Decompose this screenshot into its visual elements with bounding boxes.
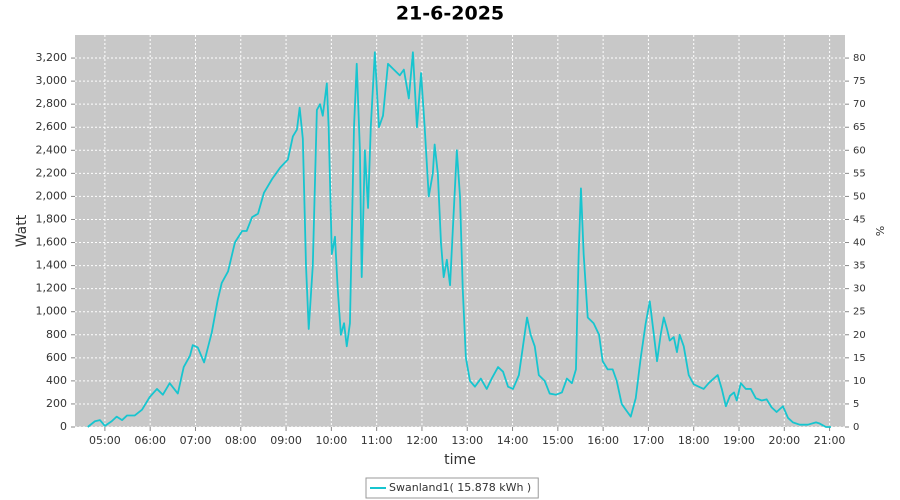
y2-tick-label: 60	[853, 145, 866, 156]
y-tick-label: 3,000	[36, 74, 68, 87]
y2-tick-label: 80	[853, 53, 866, 64]
y2-tick-label: 45	[853, 214, 866, 225]
y-tick-label: 1,200	[36, 282, 68, 295]
y2-tick-label: 50	[853, 191, 866, 202]
x-tick-label: 08:00	[225, 434, 257, 447]
y-tick-label: 3,200	[36, 51, 68, 64]
series-line	[87, 51, 831, 428]
chart-title: 21-6-2025	[396, 3, 504, 25]
x-tick-label: 10:00	[316, 434, 348, 447]
y-tick-label: 600	[46, 351, 67, 364]
x-axis-label: time	[444, 452, 476, 468]
y2-tick-label: 55	[853, 168, 866, 179]
x-tick-label: 09:00	[270, 434, 302, 447]
x-tick-label: 20:00	[768, 434, 800, 447]
y2-tick-label: 0	[853, 422, 859, 433]
y2-tick-label: 70	[853, 99, 866, 110]
y-tick-label: 1,600	[36, 236, 68, 249]
y-tick-label: 800	[46, 328, 67, 341]
y2-tick-label: 5	[853, 399, 859, 410]
y-axis-label: Watt	[14, 214, 30, 247]
y-tick-label: 200	[46, 397, 67, 410]
y2-tick-label: 75	[853, 76, 866, 87]
y-tick-label: 2,200	[36, 166, 68, 179]
x-tick-label: 21:00	[814, 434, 846, 447]
x-tick-label: 15:00	[542, 434, 574, 447]
x-tick-label: 11:00	[361, 434, 393, 447]
y-tick-label: 2,000	[36, 189, 68, 202]
y2-tick-label: 10	[853, 376, 866, 387]
x-tick-label: 06:00	[134, 434, 166, 447]
y-tick-label: 2,800	[36, 97, 68, 110]
y2-tick-label: 40	[853, 238, 866, 249]
y2-tick-label: 30	[853, 284, 866, 295]
y-tick-label: 1,400	[36, 259, 68, 272]
legend-box	[365, 477, 539, 499]
y-tick-label: 0	[60, 420, 67, 433]
y-tick-label: 1,800	[36, 212, 68, 225]
x-tick-label: 16:00	[587, 434, 619, 447]
y-tick-label: 2,600	[36, 120, 68, 133]
y2-tick-label: 20	[853, 330, 866, 341]
y2-tick-label: 65	[853, 122, 866, 133]
x-tick-label: 13:00	[451, 434, 483, 447]
plot-area	[75, 35, 845, 427]
legend-label: Swanland1( 15.878 kWh )	[389, 481, 531, 494]
y2-tick-label: 15	[853, 353, 866, 364]
x-tick-label: 05:00	[89, 434, 121, 447]
x-tick-label: 14:00	[497, 434, 529, 447]
y-tick-label: 400	[46, 374, 67, 387]
y-tick-label: 1,000	[36, 305, 68, 318]
x-tick-label: 17:00	[633, 434, 665, 447]
y2-tick-label: 25	[853, 307, 866, 318]
y2-axis-label: %	[874, 226, 887, 236]
y-tick-label: 2,400	[36, 143, 68, 156]
y2-tick-label: 35	[853, 261, 866, 272]
x-tick-label: 19:00	[723, 434, 755, 447]
x-tick-label: 12:00	[406, 434, 438, 447]
x-tick-label: 18:00	[678, 434, 710, 447]
x-tick-label: 07:00	[180, 434, 212, 447]
